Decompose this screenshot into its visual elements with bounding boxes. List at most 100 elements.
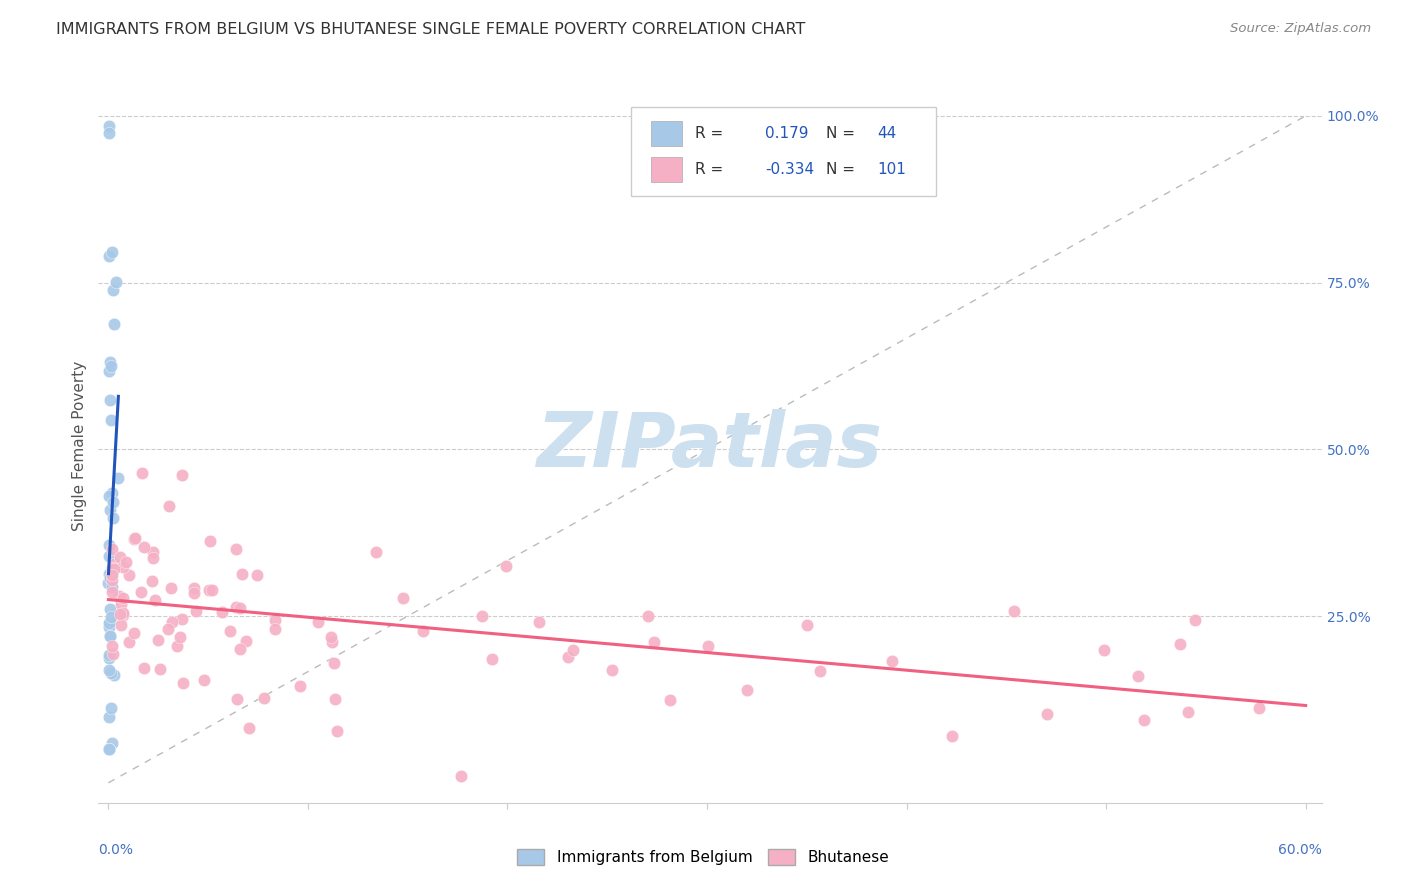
Point: [319, 630, 342, 644]
Point: [252, 690, 274, 705]
Point: [98, 648, 121, 662]
Point: [637, 608, 659, 623]
Point: [103, 557, 125, 571]
Point: [735, 683, 758, 698]
Point: [101, 245, 124, 260]
Point: [98, 393, 121, 408]
Point: [225, 542, 247, 557]
Point: [600, 663, 623, 677]
Point: [112, 608, 135, 623]
Text: 60.0%: 60.0%: [1278, 843, 1322, 857]
Point: [198, 534, 221, 549]
Point: [101, 568, 124, 582]
Point: [226, 691, 249, 706]
Point: [211, 606, 233, 620]
FancyBboxPatch shape: [630, 107, 936, 196]
Point: [412, 624, 434, 638]
Text: -0.334: -0.334: [765, 162, 814, 178]
Point: [941, 729, 963, 743]
Point: [143, 593, 166, 607]
Point: [100, 359, 122, 374]
Point: [97, 549, 120, 563]
Point: [481, 651, 503, 665]
Point: [98, 364, 121, 378]
Text: IMMIGRANTS FROM BELGIUM VS BHUTANESE SINGLE FEMALE POVERTY CORRELATION CHART: IMMIGRANTS FROM BELGIUM VS BHUTANESE SIN…: [56, 22, 806, 37]
Point: [97, 566, 120, 581]
Point: [97, 651, 120, 665]
Point: [131, 466, 153, 480]
Point: [1168, 637, 1191, 651]
Point: [98, 249, 121, 263]
Point: [112, 560, 135, 574]
Point: [103, 495, 125, 509]
Point: [98, 629, 121, 643]
Text: 0.0%: 0.0%: [98, 843, 134, 857]
Point: [392, 591, 415, 605]
Point: [98, 742, 121, 756]
Point: [100, 666, 122, 681]
Point: [1177, 706, 1199, 720]
Point: [98, 615, 121, 629]
Point: [97, 616, 120, 631]
Point: [98, 126, 121, 140]
Point: [98, 710, 121, 724]
Point: [229, 642, 252, 657]
Y-axis label: Single Female Poverty: Single Female Poverty: [72, 361, 87, 531]
Text: R =: R =: [696, 162, 724, 178]
Point: [183, 586, 205, 600]
Point: [101, 737, 124, 751]
FancyBboxPatch shape: [651, 157, 682, 182]
Point: [808, 664, 831, 678]
Point: [97, 742, 120, 756]
Point: [288, 679, 311, 693]
Point: [124, 531, 146, 545]
Point: [183, 581, 205, 595]
Point: [172, 675, 194, 690]
Point: [134, 540, 156, 554]
Point: [264, 622, 287, 636]
Point: [100, 610, 122, 624]
Point: [170, 611, 193, 625]
Point: [112, 591, 135, 606]
Point: [326, 723, 349, 738]
Point: [108, 607, 131, 621]
Point: [149, 662, 172, 676]
Point: [193, 673, 215, 687]
Point: [198, 583, 221, 598]
Point: [98, 742, 121, 756]
Point: [172, 467, 194, 482]
Point: [98, 602, 121, 616]
Text: N =: N =: [827, 126, 855, 141]
Point: [103, 668, 125, 682]
Point: [659, 693, 682, 707]
Point: [1247, 701, 1270, 715]
Point: [98, 629, 121, 643]
Point: [97, 575, 120, 590]
Point: [1184, 613, 1206, 627]
Point: [238, 721, 260, 735]
Point: [246, 568, 269, 582]
Point: [101, 639, 124, 653]
Point: [450, 769, 472, 783]
Point: [110, 618, 132, 632]
Point: [103, 317, 125, 331]
Point: [98, 742, 121, 756]
Point: [557, 649, 579, 664]
Point: [495, 559, 517, 574]
Text: N =: N =: [827, 162, 855, 178]
Point: [156, 622, 179, 636]
Point: [529, 615, 551, 629]
Point: [1002, 604, 1025, 618]
Point: [184, 604, 207, 618]
Point: [101, 647, 124, 661]
Point: [110, 597, 132, 611]
Point: [225, 599, 247, 614]
Text: 0.179: 0.179: [765, 126, 808, 141]
Point: [796, 618, 818, 632]
Text: 101: 101: [877, 162, 907, 178]
Point: [98, 742, 121, 756]
Point: [97, 620, 120, 634]
Point: [107, 471, 129, 485]
Point: [1132, 714, 1154, 728]
Point: [97, 119, 120, 133]
